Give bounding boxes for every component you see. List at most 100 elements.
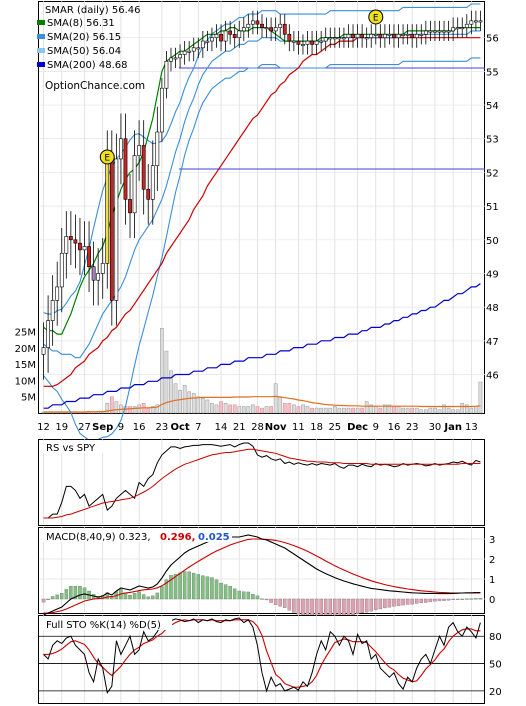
rs-panel: [38, 439, 485, 526]
macd-histogram-bar: [178, 572, 182, 600]
candle-body: [196, 47, 201, 50]
volume-bar: [337, 407, 342, 414]
volume-bar: [446, 407, 451, 414]
candle-body: [446, 30, 451, 33]
macd-histogram-bar: [191, 572, 196, 600]
candle-body: [464, 23, 469, 28]
volume-bar: [128, 406, 132, 414]
candle-body: [123, 138, 128, 200]
volume-bar: [114, 401, 119, 414]
macd-histogram-bar: [442, 598, 446, 601]
candle-body: [205, 40, 210, 43]
candle-body: [414, 34, 419, 38]
candle-body: [214, 34, 219, 38]
macd-histogram-bar: [205, 576, 210, 600]
macd-histogram-bar: [351, 598, 355, 615]
macd-histogram-bar: [383, 598, 387, 609]
candle-body: [419, 34, 424, 36]
price-tick-label: 52: [486, 168, 499, 179]
candle-body: [373, 34, 378, 36]
volume-bar: [369, 404, 374, 414]
volume-bar: [196, 396, 201, 414]
candle-body: [68, 236, 73, 241]
candle-body: [314, 40, 319, 45]
candle-body: [114, 158, 119, 301]
volume-bar: [105, 402, 110, 414]
macd-histogram-bar: [187, 571, 191, 600]
macd-histogram-bar: [82, 587, 87, 600]
volume-bar: [255, 406, 260, 414]
macd-histogram-bar: [387, 598, 392, 608]
candle-body: [396, 34, 401, 38]
volume-bar: [469, 407, 474, 414]
candle-body: [137, 145, 142, 156]
volume-bar: [246, 406, 251, 414]
volume-bar: [310, 407, 314, 414]
volume-tick-label: 5M: [21, 393, 36, 404]
macd-histogram-bar: [169, 575, 173, 600]
macd-histogram-bar: [196, 574, 201, 600]
candle-body: [310, 40, 314, 45]
macd-histogram-bar: [474, 598, 478, 600]
candle-body: [182, 50, 187, 55]
macd-histogram-bar: [269, 598, 273, 603]
candle-body: [237, 30, 242, 38]
candle-body: [146, 188, 151, 200]
macd-histogram-bar: [246, 591, 251, 600]
candle-body: [451, 27, 456, 32]
macd-histogram-bar: [283, 598, 287, 608]
macd-histogram-bar: [60, 593, 64, 600]
macd-histogram-bar: [287, 598, 292, 611]
candle-body: [41, 347, 46, 355]
date-tick-label: 23: [156, 422, 169, 433]
macd-histogram-bar: [433, 598, 437, 602]
candle-body: [455, 27, 460, 30]
volume-bar: [278, 396, 283, 414]
candle-body: [460, 27, 465, 30]
price-tick-label: 49: [486, 269, 499, 280]
volume-bar: [251, 404, 255, 414]
volume-bar: [264, 406, 269, 414]
date-tick-label: 25: [328, 422, 341, 433]
macd-histogram-bar: [242, 591, 246, 600]
candle-body: [301, 44, 305, 46]
date-tick-label: Dec: [347, 422, 368, 433]
volume-bar: [401, 407, 405, 414]
macd-histogram-bar: [451, 598, 455, 600]
candle-body: [369, 34, 374, 38]
candle-body: [128, 199, 132, 214]
macd-histogram-bar: [273, 598, 278, 605]
macd-histogram-bar: [355, 598, 360, 614]
volume-bar: [200, 398, 205, 414]
date-tick-label: 28: [251, 422, 264, 433]
volume-bar: [173, 383, 178, 414]
candle-body: [401, 34, 405, 36]
candle-body: [82, 246, 87, 251]
volume-bar: [155, 404, 160, 414]
macd-histogram-bar: [446, 598, 451, 601]
volume-bar: [287, 402, 292, 414]
macd-histogram-bar: [410, 598, 414, 605]
volume-bar: [150, 406, 155, 414]
volume-bar: [305, 406, 310, 414]
price-tick-label: 50: [486, 236, 499, 247]
candle-body: [337, 37, 342, 40]
volume-bar: [355, 407, 360, 414]
volume-bar: [314, 407, 319, 414]
macd-histogram-bar: [50, 596, 55, 600]
legend-swatch: [37, 48, 45, 53]
volume-bar: [292, 404, 296, 414]
candle-body: [50, 300, 55, 321]
macd-histogram-bar: [405, 598, 410, 605]
candle-body: [410, 34, 415, 38]
volume-bar: [241, 406, 246, 414]
volume-bar: [342, 407, 346, 414]
candle-body: [78, 242, 82, 251]
macd-histogram-bar: [364, 598, 369, 613]
candle-body: [255, 20, 260, 25]
sto-k-line: [43, 617, 481, 694]
date-tick-label: Sep: [92, 422, 113, 433]
volume-tick-label: 15M: [15, 360, 36, 371]
candle-body: [282, 23, 287, 35]
macd-histogram-bar: [73, 586, 78, 600]
